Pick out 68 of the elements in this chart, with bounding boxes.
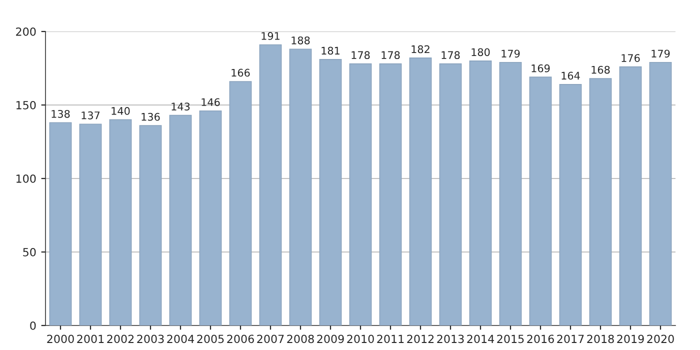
x-tick-label: 2011 bbox=[377, 334, 404, 344]
data-label: 176 bbox=[622, 54, 640, 62]
x-tick-label: 2004 bbox=[167, 334, 194, 344]
data-label: 138 bbox=[52, 110, 70, 118]
data-label: 140 bbox=[112, 107, 130, 115]
x-tick-label: 2016 bbox=[527, 334, 554, 344]
x-tick-label: 2014 bbox=[467, 334, 494, 344]
y-tick-label: 200 bbox=[16, 27, 36, 36]
x-tick-label: 2010 bbox=[347, 334, 374, 344]
data-label: 181 bbox=[322, 46, 340, 55]
x-tick-label: 2006 bbox=[227, 334, 254, 344]
data-label: 178 bbox=[382, 51, 400, 60]
data-label: 166 bbox=[232, 68, 250, 77]
x-tick-label: 2001 bbox=[77, 334, 104, 344]
bar bbox=[109, 119, 132, 326]
bar bbox=[289, 48, 312, 326]
y-tick-label: 100 bbox=[16, 174, 36, 183]
data-label: 191 bbox=[262, 32, 280, 40]
bar bbox=[79, 124, 102, 326]
bar bbox=[259, 44, 282, 326]
bar bbox=[379, 63, 402, 326]
data-label: 179 bbox=[502, 50, 520, 58]
x-tick-label: 2009 bbox=[317, 334, 344, 344]
x-tick-label: 2019 bbox=[617, 334, 644, 344]
bar bbox=[559, 84, 582, 326]
x-tick-label: 2002 bbox=[107, 334, 134, 344]
bar bbox=[529, 76, 552, 326]
x-tick-label: 2000 bbox=[47, 334, 74, 344]
y-tick-label: 0 bbox=[30, 321, 36, 330]
data-label: 188 bbox=[292, 36, 310, 44]
bar bbox=[349, 63, 372, 326]
bar bbox=[319, 59, 342, 326]
data-label: 180 bbox=[472, 48, 490, 56]
bar bbox=[199, 110, 222, 326]
bar bbox=[499, 62, 522, 326]
data-label: 143 bbox=[172, 102, 190, 110]
data-label: 137 bbox=[82, 111, 100, 120]
data-label: 146 bbox=[202, 98, 220, 106]
bar bbox=[139, 125, 162, 326]
data-label: 178 bbox=[352, 51, 370, 60]
y-tick-label: 150 bbox=[16, 100, 36, 110]
bar bbox=[409, 58, 432, 326]
data-label: 169 bbox=[532, 64, 550, 72]
x-tick-label: 2008 bbox=[287, 334, 314, 344]
x-tick-label: 2018 bbox=[587, 334, 614, 344]
data-label: 179 bbox=[652, 50, 670, 58]
data-label: 178 bbox=[442, 51, 460, 60]
bar bbox=[589, 78, 612, 326]
data-label: 182 bbox=[412, 45, 430, 54]
y-tick-label: 50 bbox=[23, 248, 36, 256]
data-label: 168 bbox=[592, 66, 610, 74]
x-tick-label: 2020 bbox=[647, 334, 674, 344]
bar bbox=[619, 66, 642, 326]
x-tick-label: 2015 bbox=[497, 334, 524, 344]
bar bbox=[169, 114, 192, 326]
x-tick-label: 2005 bbox=[197, 334, 224, 344]
bar bbox=[49, 122, 72, 326]
bar bbox=[439, 63, 462, 326]
x-tick-label: 2012 bbox=[407, 334, 434, 344]
bar bbox=[229, 81, 252, 326]
x-tick-label: 2007 bbox=[257, 334, 284, 344]
bar bbox=[649, 62, 672, 326]
data-label: 136 bbox=[142, 112, 160, 121]
x-tick-label: 2003 bbox=[137, 334, 164, 344]
data-label: 164 bbox=[562, 72, 580, 80]
bar bbox=[469, 60, 492, 326]
x-tick-label: 2017 bbox=[557, 334, 584, 344]
x-tick-label: 2013 bbox=[437, 334, 464, 344]
